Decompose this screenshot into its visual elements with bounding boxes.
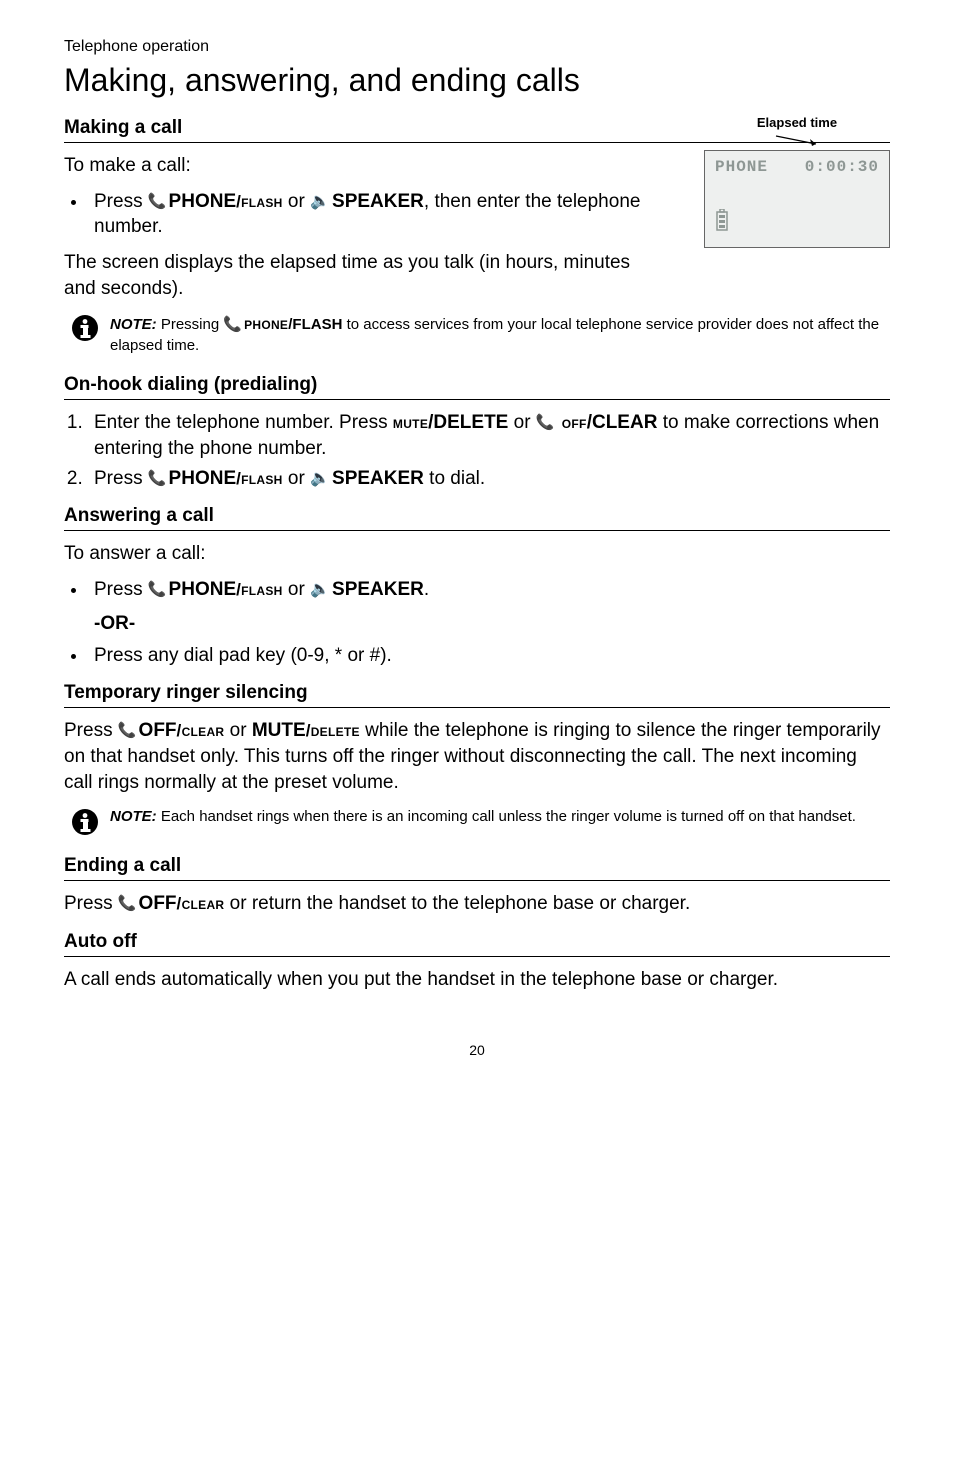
elapsed-time-label: Elapsed time: [757, 115, 837, 130]
note-1-text: NOTE: Pressing phone/FLASH to access ser…: [110, 313, 884, 356]
or-separator: -OR-: [94, 613, 890, 635]
page-title: Making, answering, and ending calls: [64, 62, 890, 99]
off-icon: [118, 720, 139, 741]
making-call-bullet: Press PHONE/flash or SPEAKER, then enter…: [88, 189, 664, 240]
note-2: NOTE: Each handset rings when there is a…: [70, 807, 884, 837]
phone-icon: [148, 468, 169, 489]
note-1: NOTE: Pressing phone/FLASH to access ser…: [70, 313, 884, 356]
autooff-para: A call ends automatically when you put t…: [64, 967, 890, 993]
answer-bullet-2: Press any dial pad key (0-9, * or #).: [88, 643, 890, 669]
off-icon: [118, 893, 139, 914]
ending-para: Press OFF/clear or return the handset to…: [64, 891, 890, 917]
answering-heading: Answering a call: [64, 505, 890, 531]
autooff-heading: Auto off: [64, 931, 890, 957]
phone-icon: [223, 316, 244, 333]
making-call-intro: To make a call:: [64, 153, 664, 179]
predialing-heading: On-hook dialing (predialing): [64, 374, 890, 400]
off-icon: [536, 412, 557, 433]
silencing-heading: Temporary ringer silencing: [64, 682, 890, 708]
info-icon: [70, 313, 100, 343]
making-call-screen-para: The screen displays the elapsed time as …: [64, 250, 664, 301]
phone-icon: [148, 191, 169, 212]
speaker-icon: [310, 579, 332, 600]
elapsed-time-callout: Elapsed time PHONE 0:00:30: [704, 115, 890, 248]
lcd-right-text: 0:00:30: [805, 158, 879, 176]
silencing-para: Press OFF/clear or MUTE/delete while the…: [64, 718, 890, 795]
ending-heading: Ending a call: [64, 855, 890, 881]
answer-bullet-1: Press PHONE/flash or SPEAKER.: [88, 577, 890, 603]
answering-intro: To answer a call:: [64, 541, 890, 567]
speaker-icon: [310, 191, 332, 212]
speaker-icon: [310, 468, 332, 489]
note-2-text: NOTE: Each handset rings when there is a…: [110, 807, 884, 827]
page-number: 20: [64, 1042, 890, 1058]
predial-step-2: Press PHONE/flash or SPEAKER to dial.: [88, 466, 890, 492]
predial-step-1: Enter the telephone number. Press mute/D…: [88, 410, 890, 461]
info-icon: [70, 807, 100, 837]
category-label: Telephone operation: [64, 38, 890, 56]
phone-icon: [148, 579, 169, 600]
battery-icon: [715, 209, 729, 237]
phone-lcd: PHONE 0:00:30: [704, 150, 890, 248]
lcd-left-text: PHONE: [715, 158, 768, 176]
